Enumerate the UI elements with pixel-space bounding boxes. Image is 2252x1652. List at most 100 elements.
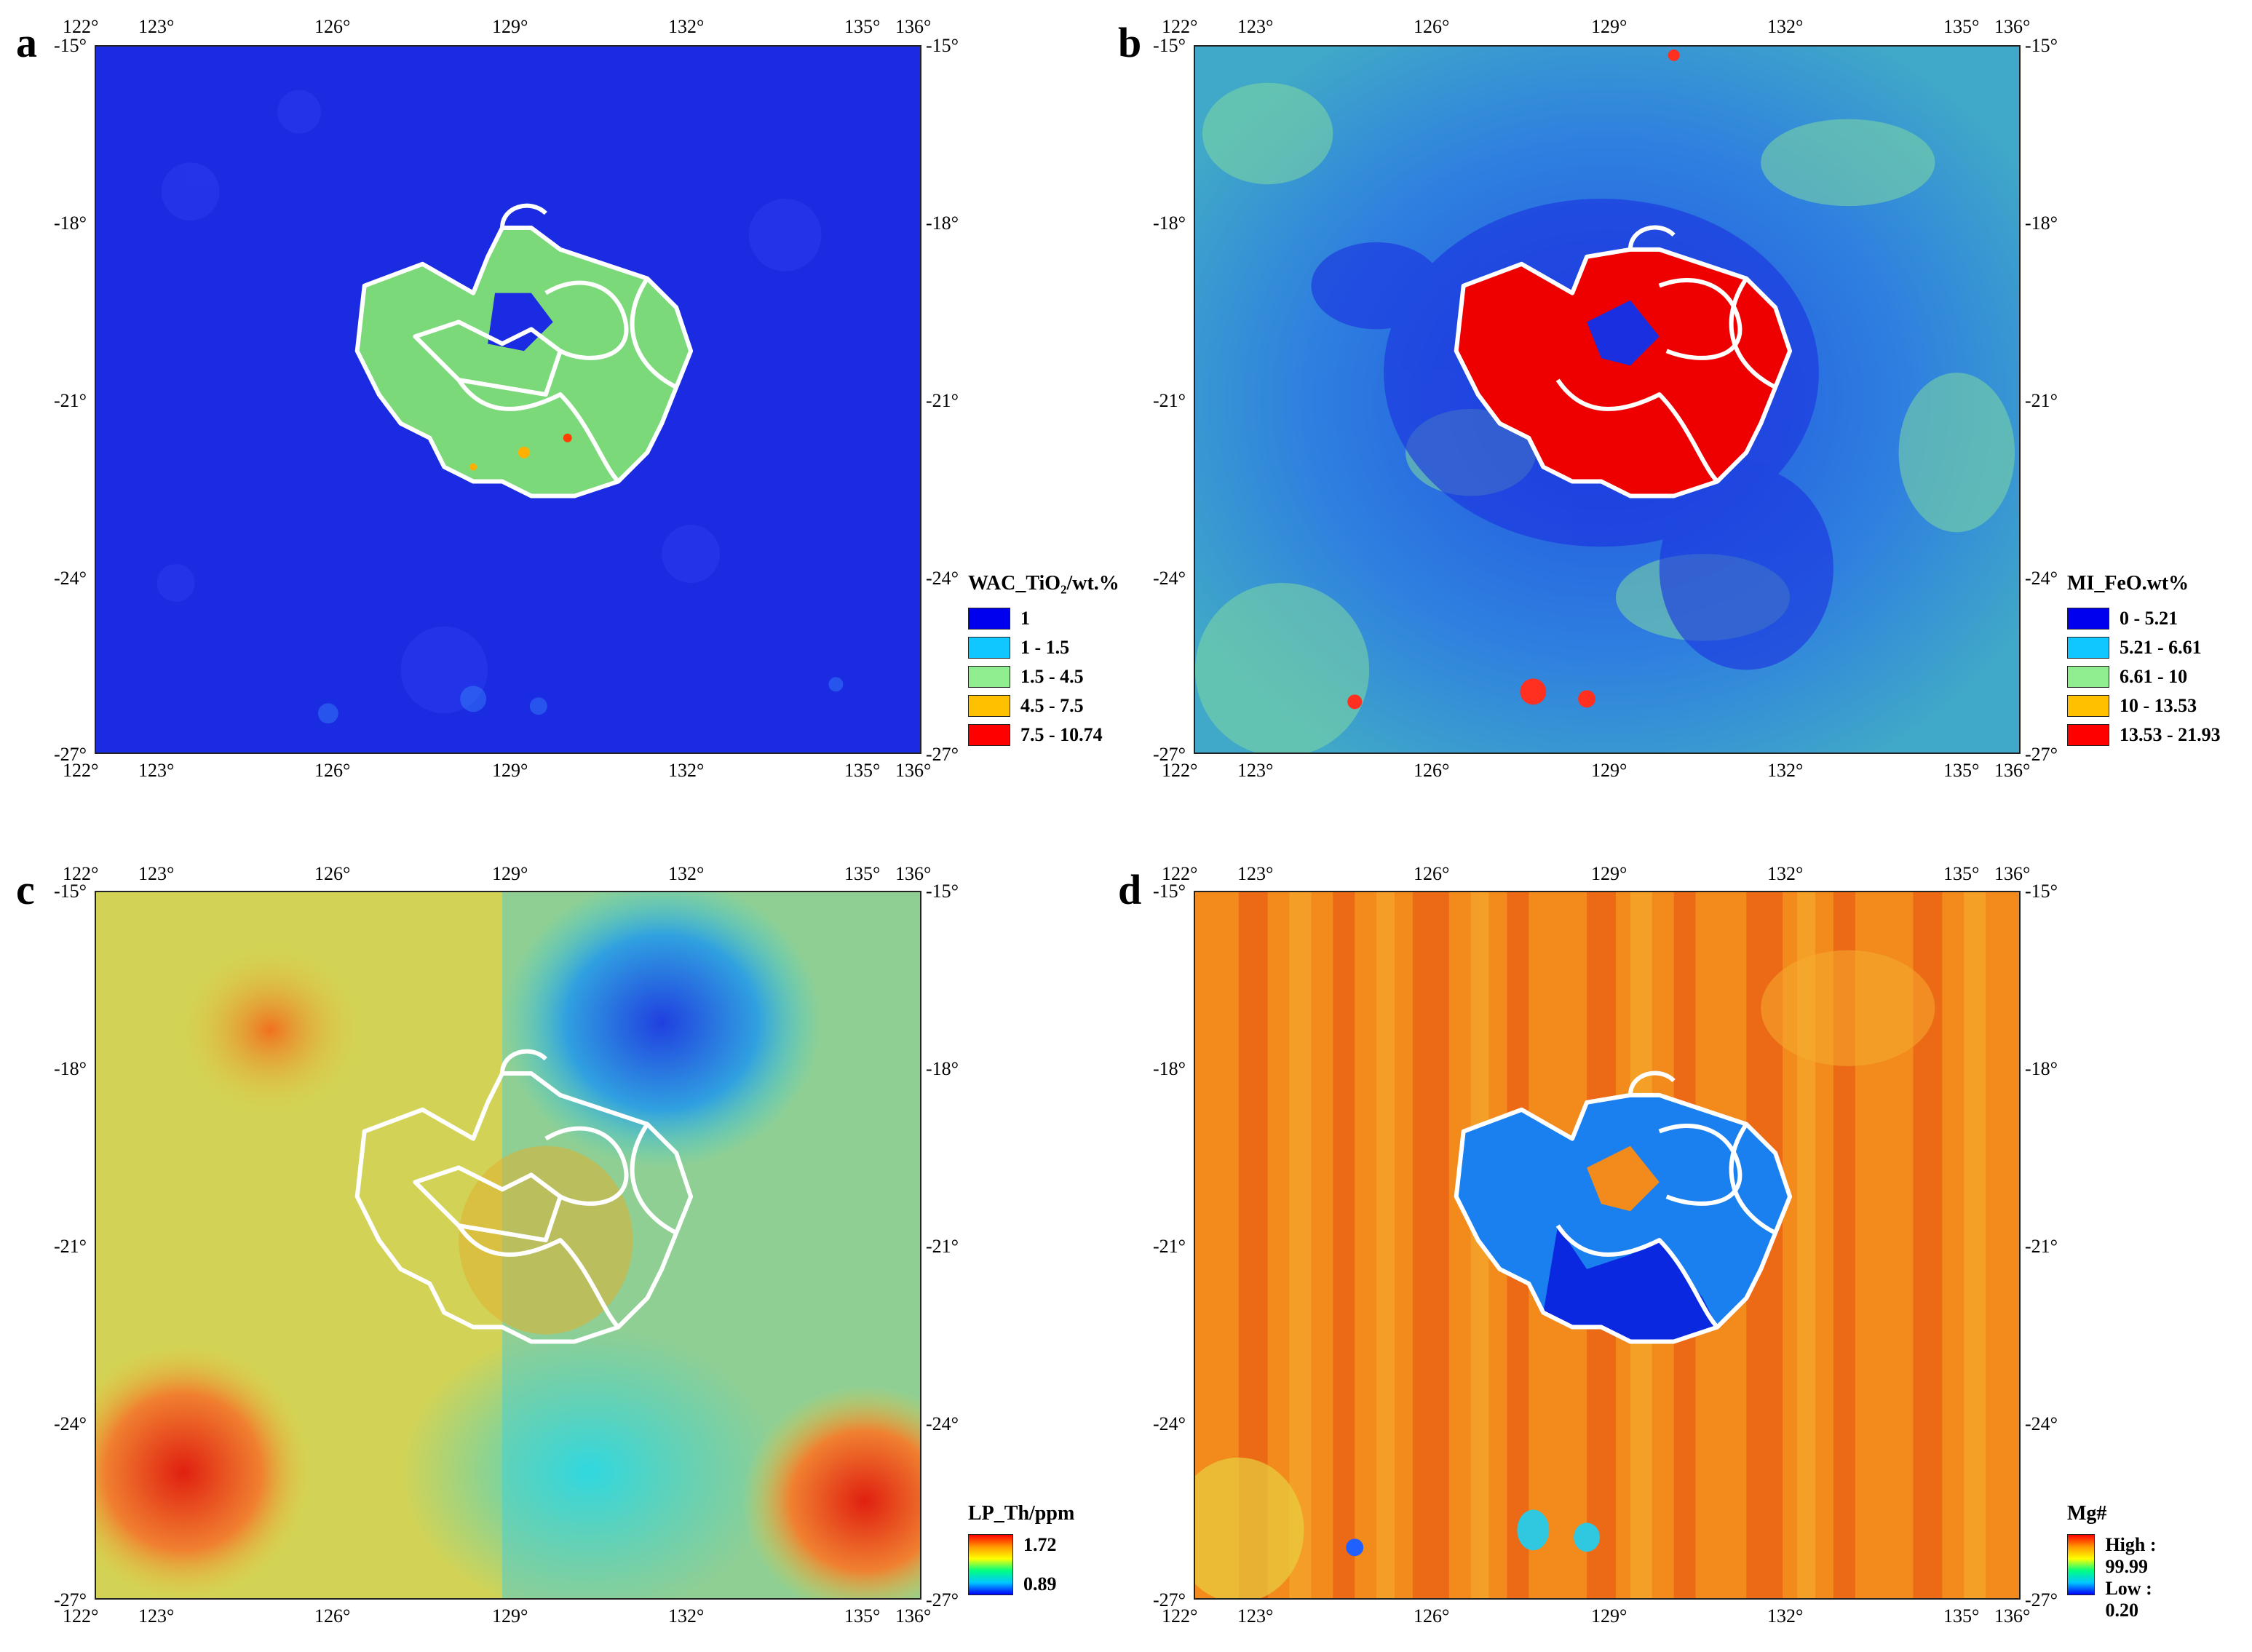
right-tick-d-3: -24°	[2025, 1413, 2058, 1434]
map-thorium-graphic	[96, 892, 920, 1598]
left-tick-b-4: -27°	[1153, 744, 1186, 765]
top-tick-a-0: 122°	[63, 16, 99, 37]
left-tick-b-0: -15°	[1153, 35, 1186, 56]
top-tick-a-4: 132°	[668, 16, 705, 37]
right-tick-c-0: -15°	[926, 881, 959, 902]
left-tick-d-4: -27°	[1153, 1589, 1186, 1611]
right-tick-c-4: -27°	[926, 1589, 959, 1611]
panel-label-b: b	[1118, 19, 1142, 66]
bottom-tick-c-1: 123°	[138, 1605, 175, 1627]
top-tick-d-3: 129°	[1591, 863, 1627, 884]
bottom-tick-a-5: 135°	[844, 760, 881, 781]
bottom-tick-a-6: 136°	[895, 760, 932, 781]
legend-label: 7.5 - 10.74	[1020, 724, 1103, 745]
map-feo-graphic	[1195, 47, 2019, 752]
bottom-tick-d-4: 132°	[1767, 1605, 1804, 1627]
legend-swatch	[2067, 695, 2109, 717]
top-tick-a-3: 129°	[492, 16, 528, 37]
right-tick-a-2: -21°	[926, 390, 959, 411]
left-tick-b-2: -21°	[1153, 390, 1186, 411]
top-tick-b-1: 123°	[1237, 16, 1274, 37]
right-tick-b-2: -21°	[2025, 390, 2058, 411]
legend-label: 1 - 1.5	[1020, 637, 1070, 658]
legend-label: 10 - 13.53	[2120, 695, 2197, 716]
bottom-tick-a-3: 129°	[492, 760, 528, 781]
ramp-low-label: 0.89	[1023, 1573, 1057, 1595]
legend-swatch	[968, 637, 1010, 659]
right-tick-b-3: -24°	[2025, 568, 2058, 589]
panel-label-c: c	[16, 866, 35, 913]
right-tick-c-3: -24°	[926, 1413, 959, 1434]
bottom-tick-a-1: 123°	[138, 760, 175, 781]
legend-label: 1	[1020, 608, 1030, 629]
legend-title-a: WAC_TiO₂/wt.%	[968, 572, 1119, 595]
right-tick-c-1: -18°	[926, 1058, 959, 1079]
bottom-tick-d-2: 126°	[1414, 1605, 1450, 1627]
left-tick-c-3: -24°	[54, 1413, 87, 1434]
legend-d: Mg# High : 99.99 Low : 0.20	[2067, 1502, 2165, 1621]
map-tio2-graphic	[96, 47, 920, 752]
bottom-tick-b-2: 126°	[1414, 760, 1450, 781]
bottom-tick-a-0: 122°	[63, 760, 99, 781]
bottom-tick-b-0: 122°	[1162, 760, 1198, 781]
bottom-tick-b-5: 135°	[1943, 760, 1980, 781]
bottom-tick-a-4: 132°	[668, 760, 705, 781]
legend-swatch	[968, 695, 1010, 717]
right-tick-d-4: -27°	[2025, 1589, 2058, 1611]
legend-item: 7.5 - 10.74	[968, 720, 1119, 750]
top-tick-d-0: 122°	[1162, 863, 1198, 884]
map-thorium	[95, 891, 921, 1600]
legend-item: 1 - 1.5	[968, 633, 1119, 662]
bottom-tick-c-0: 122°	[63, 1605, 99, 1627]
right-tick-d-0: -15°	[2025, 881, 2058, 902]
legend-title-b: MI_FeO.wt%	[2067, 572, 2189, 595]
color-ramp-c: 1.72 0.89	[968, 1534, 1074, 1595]
bottom-tick-c-2: 126°	[314, 1605, 351, 1627]
legend-label: 13.53 - 21.93	[2120, 724, 2221, 745]
right-tick-d-1: -18°	[2025, 1058, 2058, 1079]
bottom-tick-d-5: 135°	[1943, 1605, 1980, 1627]
bottom-tick-c-3: 129°	[492, 1605, 528, 1627]
map-mg-number-graphic	[1195, 892, 2019, 1598]
left-tick-a-2: -21°	[54, 390, 87, 411]
legend-item: 1.5 - 4.5	[968, 662, 1119, 691]
bottom-tick-d-6: 136°	[1994, 1605, 2031, 1627]
map-tio2	[95, 45, 921, 754]
legend-swatch	[968, 608, 1010, 630]
bottom-tick-d-0: 122°	[1162, 1605, 1198, 1627]
right-tick-b-0: -15°	[2025, 35, 2058, 56]
legend-label: 0 - 5.21	[2120, 608, 2178, 629]
left-tick-d-1: -18°	[1153, 1058, 1186, 1079]
legend-item: 4.5 - 7.5	[968, 691, 1119, 720]
ramp-low-label: Low : 0.20	[2105, 1578, 2152, 1621]
bottom-tick-d-1: 123°	[1237, 1605, 1274, 1627]
legend-swatch	[2067, 724, 2109, 746]
legend-a: WAC_TiO₂/wt.% 1 1 - 1.5 1.5 - 4.5 4.5 - …	[968, 572, 1119, 750]
right-tick-a-4: -27°	[926, 744, 959, 765]
top-tick-d-5: 135°	[1943, 863, 1980, 884]
legend-label: 1.5 - 4.5	[1020, 666, 1084, 687]
legend-c: LP_Th/ppm 1.72 0.89	[968, 1502, 1074, 1595]
top-tick-a-1: 123°	[138, 16, 175, 37]
bottom-tick-b-1: 123°	[1237, 760, 1274, 781]
left-tick-c-4: -27°	[54, 1589, 87, 1611]
right-tick-d-2: -21°	[2025, 1236, 2058, 1257]
panel-label-d: d	[1118, 866, 1142, 913]
left-tick-c-0: -15°	[54, 881, 87, 902]
legend-item: 13.53 - 21.93	[2067, 720, 2221, 750]
top-tick-c-0: 122°	[63, 863, 99, 884]
color-ramp-d: High : 99.99 Low : 0.20	[2067, 1534, 2165, 1621]
legend-item: 10 - 13.53	[2067, 691, 2221, 720]
top-tick-c-5: 135°	[844, 863, 881, 884]
left-tick-d-0: -15°	[1153, 881, 1186, 902]
left-tick-d-2: -21°	[1153, 1236, 1186, 1257]
left-tick-c-2: -21°	[54, 1236, 87, 1257]
ramp-high-label: High : 99.99	[2105, 1534, 2157, 1577]
left-tick-b-3: -24°	[1153, 568, 1186, 589]
top-tick-c-2: 126°	[314, 863, 351, 884]
top-tick-d-4: 132°	[1767, 863, 1804, 884]
legend-item: 1	[968, 604, 1119, 633]
right-tick-a-1: -18°	[926, 213, 959, 234]
right-tick-a-3: -24°	[926, 568, 959, 589]
right-tick-b-1: -18°	[2025, 213, 2058, 234]
